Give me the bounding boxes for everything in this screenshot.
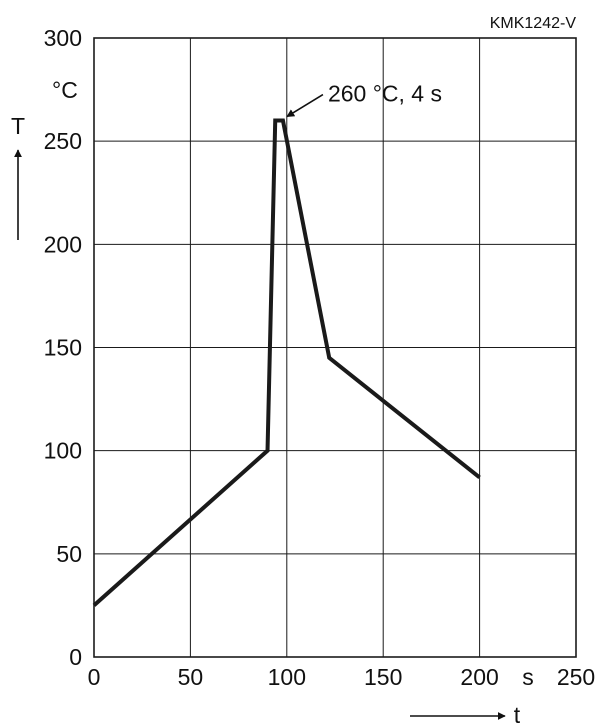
y-tick-label: 250 — [44, 128, 82, 154]
x-tick-label: 250 — [557, 664, 595, 690]
x-tick-label: 100 — [268, 664, 306, 690]
x-tick-label: 150 — [364, 664, 402, 690]
y-tick-label: 300 — [44, 25, 82, 51]
grid-lines — [93, 37, 577, 658]
y-axis-label: T — [11, 113, 25, 139]
figure-code: KMK1242-V — [490, 15, 577, 32]
y-axis-unit: °C — [52, 77, 78, 103]
y-tick-label: 200 — [44, 231, 82, 257]
annotation-label: 260 °C, 4 s — [328, 81, 442, 107]
y-tick-label: 100 — [44, 438, 82, 464]
plot-frame — [93, 37, 577, 658]
x-tick-label: 0 — [88, 664, 101, 690]
y-tick-label: 150 — [44, 335, 82, 361]
x-tick-label: 200 — [460, 664, 498, 690]
x-tick-labels: 0 50 100 150 200 250 — [88, 664, 596, 690]
y-tick-label: 0 — [69, 644, 82, 670]
x-axis-unit: s — [522, 664, 534, 690]
series-line — [92, 118, 481, 607]
annotation-arrow — [286, 93, 324, 118]
x-axis-label: t — [514, 702, 521, 725]
x-tick-label: 50 — [178, 664, 204, 690]
y-tick-label: 50 — [56, 541, 82, 567]
y-tick-labels: 0 50 100 150 200 250 300 — [44, 25, 82, 670]
